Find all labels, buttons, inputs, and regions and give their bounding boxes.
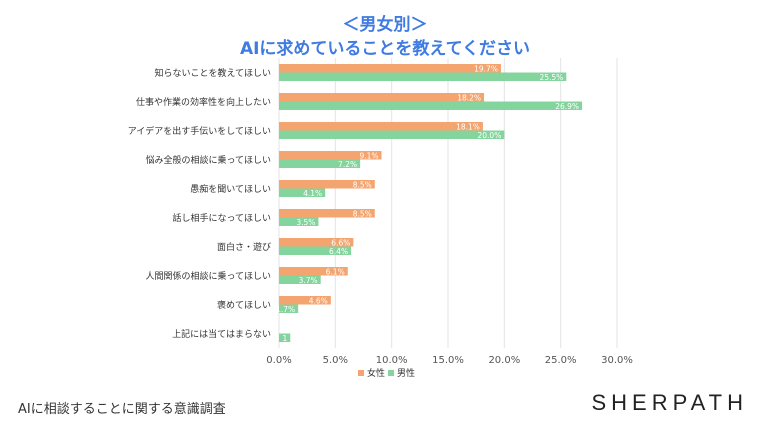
- bar-male: [279, 101, 583, 110]
- data-label: 4.6%: [309, 296, 328, 305]
- category-label: 面白さ・遊び: [217, 241, 271, 253]
- data-label: 18.1%: [456, 122, 480, 131]
- bar-male: [279, 275, 321, 284]
- data-label: 1: [282, 334, 287, 343]
- category-label: アイデアを出す手伝いをしてほしい: [128, 125, 271, 137]
- bar-female: [279, 238, 354, 247]
- data-label: 25.5%: [539, 73, 563, 82]
- category-label: 褒めてほしい: [217, 299, 271, 311]
- x-tick-label: 5.0%: [323, 355, 348, 366]
- bar-male: [279, 304, 299, 313]
- data-label: 1.7%: [276, 305, 295, 314]
- bar-male: [279, 188, 326, 197]
- category-label: 仕事や作業の効率性を向上したい: [136, 96, 271, 108]
- data-label: 6.4%: [329, 247, 348, 256]
- brand-logo: SHERPATH: [591, 390, 748, 415]
- survey-caption: AIに相談することに関する意識調査: [18, 402, 226, 417]
- data-label: 3.5%: [296, 218, 315, 227]
- bar-female: [279, 296, 331, 305]
- data-label: 19.7%: [474, 64, 498, 73]
- bar-male: [279, 217, 319, 226]
- bar-female: [279, 122, 483, 131]
- legend-swatch: [388, 370, 394, 376]
- category-label: 話し相手になってほしい: [172, 212, 271, 224]
- data-label: 20.0%: [478, 131, 502, 140]
- bar-male: [279, 72, 567, 81]
- bar-male: [279, 130, 505, 139]
- bar-female: [279, 64, 501, 73]
- legend-label: 男性: [397, 367, 415, 379]
- bar-male: [279, 246, 352, 255]
- x-tick-label: 0.0%: [266, 355, 291, 366]
- x-tick-label: 20.0%: [488, 355, 520, 366]
- data-label: 18.2%: [457, 93, 481, 102]
- category-label: 上記には当てはまらない: [172, 328, 271, 340]
- bar-female: [279, 151, 382, 160]
- x-tick-label: 10.0%: [376, 355, 408, 366]
- chart-title: ＜男女別＞: [342, 15, 428, 35]
- category-label: 悩み全般の相談に乗ってほしい: [145, 154, 271, 166]
- legend-label: 女性: [367, 367, 385, 379]
- x-tick-label: 30.0%: [601, 355, 633, 366]
- data-label: 0: [279, 325, 284, 334]
- bar-male: [279, 159, 361, 168]
- bar-male: [279, 333, 291, 342]
- data-label: 7.2%: [338, 160, 357, 169]
- category-label: 愚痴を聞いてほしい: [190, 183, 271, 195]
- legend-swatch: [358, 370, 364, 376]
- x-tick-label: 25.0%: [545, 355, 577, 366]
- data-label: 26.9%: [555, 102, 579, 111]
- bar-female: [279, 93, 485, 102]
- data-label: 3.7%: [299, 276, 318, 285]
- data-label: 6.1%: [326, 267, 345, 276]
- bar-female: [279, 209, 375, 218]
- data-label: 8.5%: [353, 209, 372, 218]
- category-label: 人間関係の相談に乗ってほしい: [145, 270, 271, 282]
- bar-female: [279, 180, 375, 189]
- data-label: 8.5%: [353, 180, 372, 189]
- data-label: 6.6%: [331, 238, 350, 247]
- data-label: 4.1%: [303, 189, 322, 198]
- x-tick-label: 15.0%: [432, 355, 464, 366]
- bar-female: [279, 267, 348, 276]
- data-label: 9.1%: [359, 151, 378, 160]
- chart-subtitle: AIに求めていることを教えてください: [239, 39, 531, 59]
- category-label: 知らないことを教えてほしい: [154, 67, 271, 79]
